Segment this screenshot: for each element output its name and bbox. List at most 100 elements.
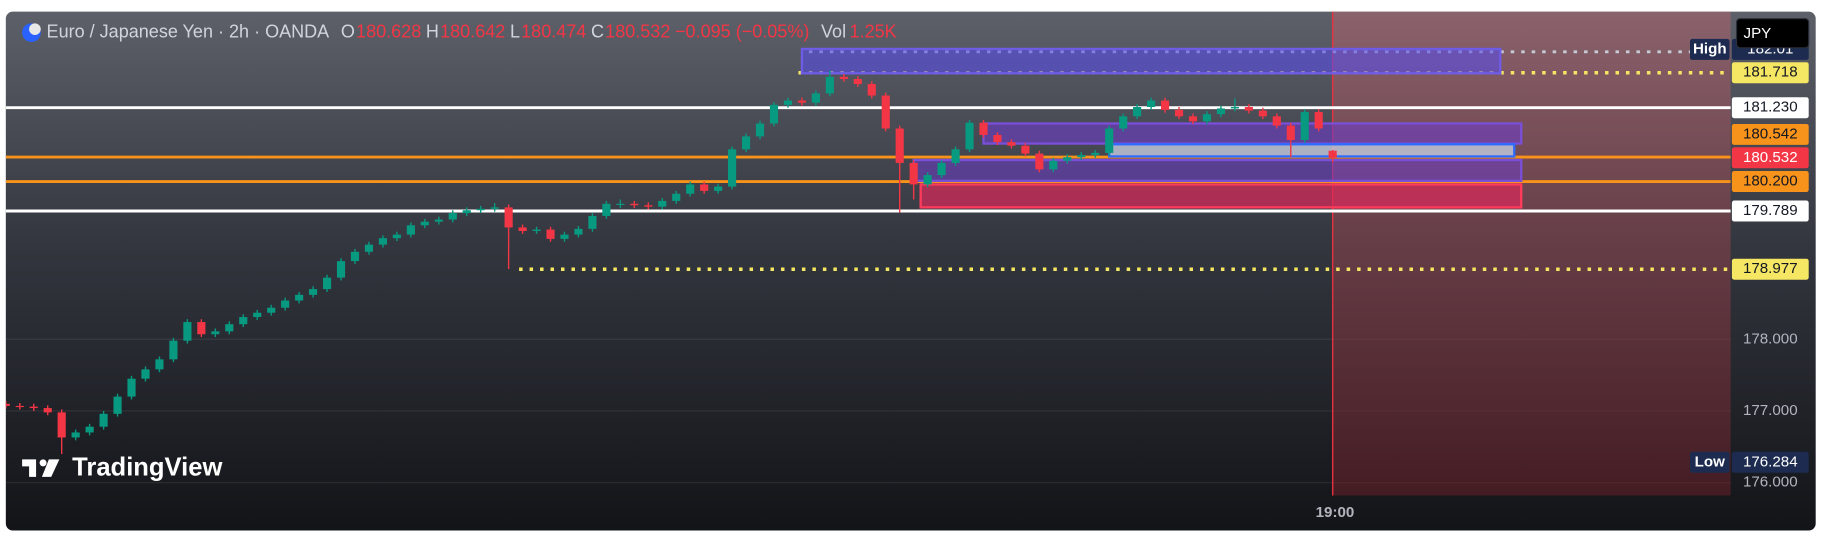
candle-body <box>476 208 485 211</box>
candle-body <box>1202 114 1212 122</box>
candle-body <box>434 219 443 222</box>
header-text: 180.628 <box>356 21 421 41</box>
header-text: 180.474 <box>521 21 586 41</box>
candle-body <box>309 289 318 295</box>
candle-body <box>672 193 681 201</box>
candle-body <box>1216 108 1226 115</box>
logo-mark <box>39 459 47 467</box>
candle-body <box>951 149 960 163</box>
header-text: Vol <box>821 21 846 41</box>
candle-body <box>853 79 862 85</box>
candle-body <box>923 175 932 185</box>
header-text: 1.25K <box>850 21 897 41</box>
candle-body <box>644 205 653 207</box>
candle-body <box>364 244 374 252</box>
header-text: 180.642 <box>440 21 505 41</box>
extreme-badge <box>1689 451 1730 473</box>
candle-body <box>979 122 988 135</box>
candle-body <box>462 210 471 214</box>
candle-body <box>1049 160 1058 170</box>
candle-body <box>1174 109 1184 117</box>
candle-body <box>658 200 667 207</box>
candle-body <box>15 405 24 408</box>
header-text: −0.095 (−0.05%) <box>675 21 809 41</box>
candle-body <box>909 162 918 185</box>
price-label-box <box>1731 171 1809 193</box>
header: Euro / Japanese Yen · 2h · OANDA O 180.628… <box>22 21 897 42</box>
candle-body <box>322 277 332 290</box>
header-text: C <box>591 21 604 41</box>
price-label-box <box>1731 147 1809 169</box>
candle-body <box>211 331 220 335</box>
zone <box>1108 143 1516 158</box>
price-label: 179.789 <box>1743 202 1798 219</box>
candle-body <box>616 203 625 205</box>
candle-body <box>839 76 848 80</box>
candle-body <box>43 408 52 413</box>
candle-body <box>99 413 108 427</box>
header-text: 180.532 <box>605 21 670 41</box>
candle-body <box>406 225 415 235</box>
price-axis: 176.000 177.000 178.000 181.718 181.230 180.5… <box>1689 18 1810 491</box>
x-tick-label: 19:00 <box>1316 504 1355 521</box>
candle-body <box>183 322 192 341</box>
zone <box>912 158 1523 183</box>
candle-body <box>239 317 248 325</box>
candle-body <box>518 227 527 232</box>
candle-body <box>197 322 206 335</box>
header-text: Euro / Japanese Yen · 2h · OANDA <box>47 21 330 41</box>
logo-mark <box>41 459 60 477</box>
extreme-badge <box>1689 38 1730 60</box>
candle-body <box>560 234 569 239</box>
candle-body <box>336 261 346 278</box>
y-tick-label: 177.000 <box>1743 402 1798 419</box>
candle-body <box>1314 112 1323 129</box>
watermark: TradingView <box>22 453 222 481</box>
candle-body <box>741 136 751 150</box>
candle-body <box>29 406 38 409</box>
candle-body <box>1328 150 1337 158</box>
candle-body <box>881 95 890 129</box>
header-text: L <box>510 21 520 41</box>
price-label-box <box>1731 62 1809 84</box>
y-tick-label: 178.000 <box>1743 330 1798 347</box>
candle-body <box>1021 145 1030 154</box>
candle-body <box>378 238 387 245</box>
candle-body <box>392 234 401 239</box>
candle-body <box>5 403 10 406</box>
candle-body <box>490 207 499 209</box>
candle-body <box>895 128 904 163</box>
candle-body <box>937 162 946 176</box>
extreme-badge-text: Low <box>1695 453 1725 470</box>
zone <box>919 183 1523 209</box>
candle-body <box>769 104 779 124</box>
candle-body <box>71 432 80 438</box>
candle-body <box>1188 116 1198 122</box>
candle-body <box>1119 116 1128 129</box>
candle-body <box>1077 155 1086 158</box>
price-label: 180.532 <box>1743 149 1798 166</box>
candle-body <box>113 396 122 414</box>
price-label: 176.284 <box>1743 453 1798 470</box>
candle-body <box>755 123 765 137</box>
candle-body <box>1258 110 1267 117</box>
price-label-box <box>1731 258 1809 280</box>
price-label: 180.200 <box>1743 173 1798 190</box>
price-label: 180.542 <box>1743 125 1798 142</box>
price-label-box <box>1731 451 1809 473</box>
candle-body <box>225 324 234 332</box>
candle-body <box>1147 100 1156 107</box>
candle-body <box>1286 125 1295 140</box>
header-text: O <box>341 21 355 41</box>
candle-body <box>1105 128 1114 153</box>
candle-body <box>253 312 262 318</box>
candle-body <box>448 213 457 220</box>
candle-body <box>993 134 1002 143</box>
candle-body <box>1007 142 1016 146</box>
zone <box>800 47 1502 75</box>
candle-body <box>867 84 876 96</box>
future-region <box>1332 11 1731 496</box>
price-label: 181.230 <box>1743 99 1798 116</box>
candle-body <box>57 412 66 438</box>
